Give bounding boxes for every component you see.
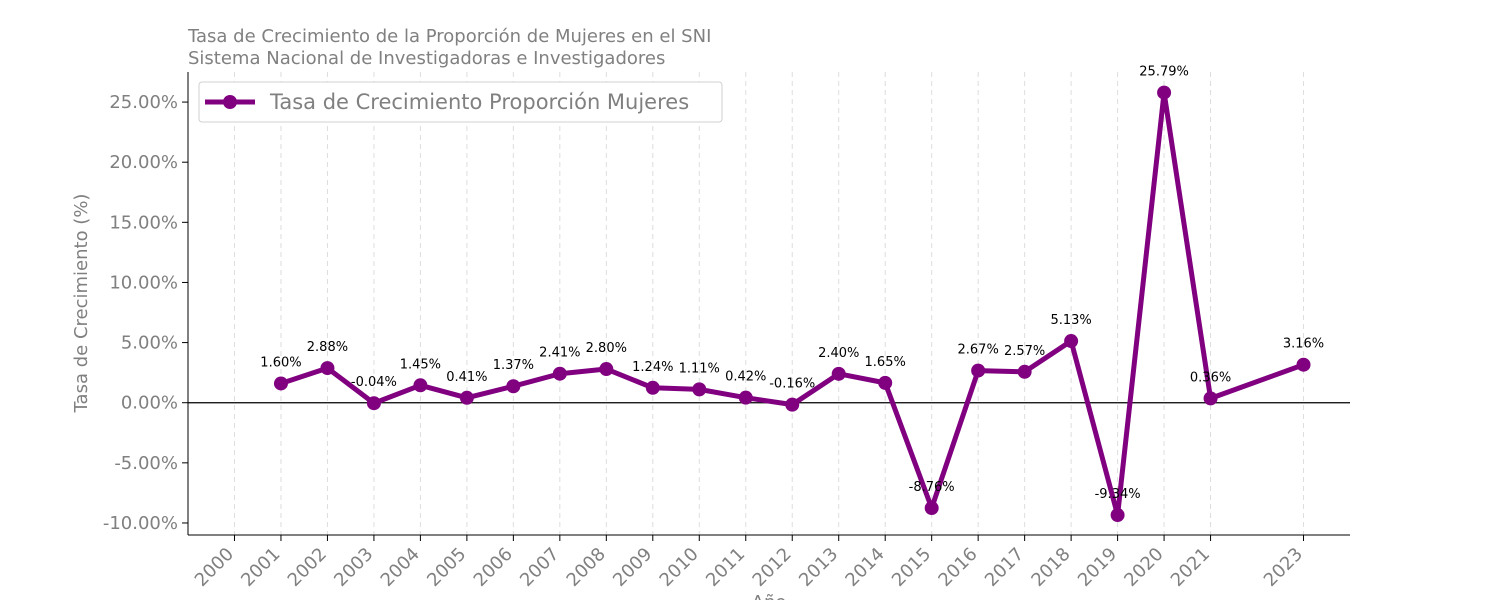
- data-label: 1.60%: [260, 355, 301, 370]
- x-tick-label: 2023: [1260, 544, 1307, 591]
- data-point: [552, 366, 567, 381]
- y-tick-label: 0.00%: [121, 393, 178, 414]
- data-point: [971, 363, 986, 378]
- x-axis-label: Año: [752, 592, 787, 600]
- data-point: [413, 378, 428, 393]
- data-point: [1017, 364, 1032, 379]
- data-label: 2.67%: [958, 343, 999, 358]
- data-point: [320, 361, 335, 376]
- data-point: [506, 379, 521, 394]
- data-point: [831, 366, 846, 381]
- data-point: [738, 390, 753, 405]
- axes: -10.00% -5.00% 0.00% 5.00% 10.00% 15.00% 20.00…: [103, 72, 1350, 591]
- data-point: [645, 380, 660, 395]
- series-line: [278, 90, 1307, 518]
- y-tick-label: 5.00%: [121, 333, 178, 354]
- data-label: 1.11%: [679, 361, 720, 376]
- chart-title: Tasa de Crecimiento de la Proporción de …: [187, 26, 711, 47]
- data-point: [459, 390, 474, 405]
- x-tick-label: 2001: [237, 544, 284, 591]
- x-tick-label: 2012: [749, 544, 796, 591]
- data-label: 0.36%: [1190, 370, 1231, 385]
- data-point: [692, 382, 707, 397]
- data-label: 2.80%: [586, 341, 627, 356]
- y-tick-label: 15.00%: [109, 212, 178, 233]
- x-tick-label: 2014: [841, 544, 888, 591]
- data-label: 3.16%: [1283, 337, 1324, 352]
- x-tick-label: 2011: [702, 544, 749, 591]
- data-label: -8.76%: [909, 480, 955, 495]
- data-point: [878, 375, 893, 390]
- x-tick-label: 2021: [1167, 544, 1214, 591]
- data-point: [1110, 508, 1125, 523]
- data-point: [1064, 334, 1079, 349]
- x-tick-label: 2003: [330, 544, 377, 591]
- legend-entry: Tasa de Crecimiento Proporción Mujeres: [269, 90, 689, 114]
- data-label: 2.41%: [539, 346, 580, 361]
- data-point: [599, 362, 614, 377]
- data-label: 1.24%: [632, 360, 673, 375]
- y-tick-label: 20.00%: [109, 152, 178, 173]
- x-tick-label: 2007: [516, 544, 563, 591]
- data-point: [1203, 391, 1218, 406]
- x-tick-label: 2006: [470, 544, 517, 591]
- y-tick-label: 10.00%: [109, 272, 178, 293]
- data-point: [273, 376, 288, 391]
- x-tick-label: 2010: [656, 544, 703, 591]
- y-tick-label: 25.00%: [109, 92, 178, 113]
- x-tick-label: 2008: [563, 544, 610, 591]
- data-point: [785, 397, 800, 412]
- y-axis-label: Tasa de Crecimiento (%): [71, 194, 92, 414]
- data-label: 25.79%: [1139, 65, 1189, 80]
- x-tick-label: 2000: [191, 544, 238, 591]
- data-point: [1296, 357, 1311, 372]
- x-tick-label: 2020: [1120, 544, 1167, 591]
- data-label: 0.41%: [446, 370, 487, 385]
- x-tick-label: 2016: [934, 544, 981, 591]
- legend-dot-marker: [223, 95, 237, 109]
- data-label: -0.04%: [351, 375, 397, 390]
- data-label: 1.45%: [400, 357, 441, 372]
- x-tick-label: 2004: [377, 544, 424, 591]
- data-label: 2.88%: [307, 340, 348, 355]
- x-tick-label: 2018: [1027, 544, 1074, 591]
- data-point: [1157, 85, 1172, 100]
- data-point: [924, 501, 939, 516]
- x-tick-label: 2005: [423, 544, 470, 591]
- chart-subtitle: Sistema Nacional de Investigadoras e Inv…: [188, 48, 665, 69]
- data-label: 2.40%: [818, 346, 859, 361]
- data-label: -9.34%: [1095, 487, 1141, 502]
- data-series: [273, 85, 1311, 523]
- y-tick-label: -10.00%: [103, 513, 178, 534]
- data-label: 2.57%: [1004, 344, 1045, 359]
- data-labels: 1.60% 2.88% -0.04%1.45% 0.41% 1.37% 2.41% 2.80…: [260, 65, 1324, 502]
- legend: Tasa de Crecimiento Proporción Mujeres: [198, 81, 723, 123]
- data-label: 5.13%: [1050, 313, 1091, 328]
- data-label: 1.65%: [865, 355, 906, 370]
- x-tick-label: 2009: [609, 544, 656, 591]
- legend-box: [198, 81, 723, 123]
- x-tick-label: 2002: [284, 544, 331, 591]
- y-tick-label: -5.00%: [114, 453, 178, 474]
- x-tick-label: 2015: [888, 544, 935, 591]
- x-tick-label: 2013: [795, 544, 842, 591]
- data-label: 0.42%: [725, 370, 766, 385]
- data-point: [366, 396, 381, 411]
- data-label: 1.37%: [493, 358, 534, 373]
- x-tick-label: 2019: [1074, 544, 1121, 591]
- data-label: -0.16%: [769, 377, 815, 392]
- x-tick-label: 2017: [981, 544, 1028, 591]
